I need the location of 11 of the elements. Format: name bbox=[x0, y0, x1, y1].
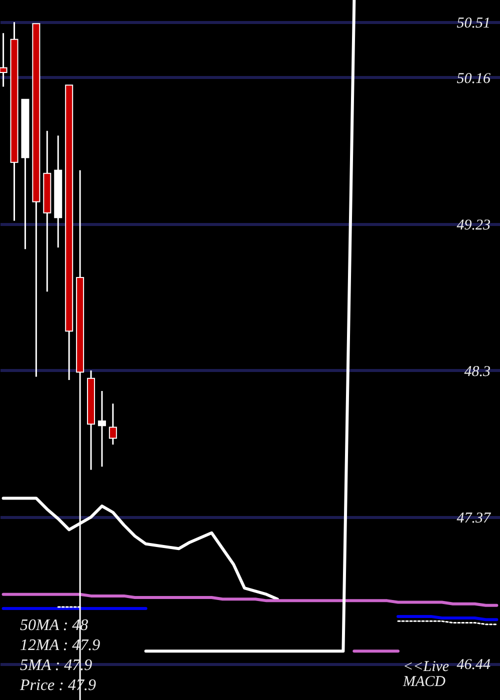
y-tick-label: 47.37 bbox=[456, 510, 492, 527]
candlestick bbox=[108, 402, 117, 446]
y-tick-label: 46.44 bbox=[456, 657, 491, 674]
annotation: <<Live MACD bbox=[402, 659, 450, 690]
y-tick-label: 49.23 bbox=[456, 217, 490, 234]
candlestick bbox=[98, 390, 106, 468]
y-tick-label: 50.51 bbox=[456, 16, 490, 32]
line-series bbox=[2, 592, 498, 607]
y-tick-label: 48.3 bbox=[464, 364, 490, 380]
y-tick-label: 50.16 bbox=[456, 70, 491, 87]
candlestick bbox=[0, 32, 8, 88]
